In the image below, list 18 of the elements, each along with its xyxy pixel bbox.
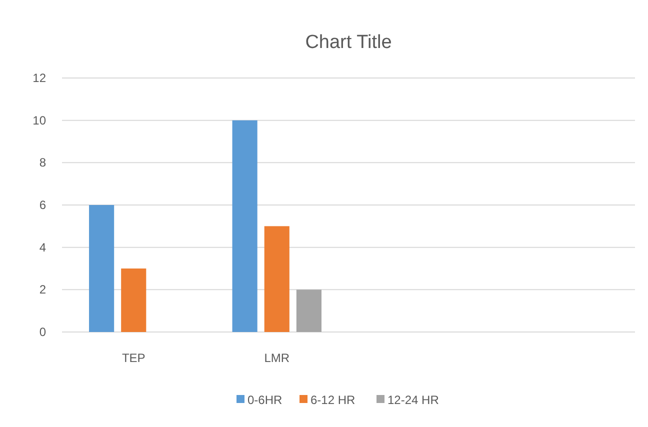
y-tick-label: 6	[39, 198, 46, 212]
bar	[296, 290, 322, 332]
legend-label: 6-12 HR	[310, 393, 356, 407]
legend-label: 0-6HR	[248, 393, 283, 407]
y-tick-label: 10	[32, 113, 46, 128]
bar	[89, 205, 114, 332]
y-tick-label: 4	[39, 240, 46, 254]
bar	[121, 268, 146, 332]
y-tick-label: 12	[32, 71, 46, 85]
y-tick-label: 0	[39, 325, 46, 339]
bar	[264, 226, 290, 332]
y-tick-label: 8	[39, 156, 46, 170]
x-tick-label: LMR	[264, 351, 290, 365]
chart-title: Chart Title	[305, 32, 392, 53]
x-tick-label: TEP	[122, 351, 146, 365]
bar	[232, 120, 258, 332]
y-tick-label: 2	[39, 282, 46, 297]
legend-label: 12-24 HR	[388, 393, 440, 407]
